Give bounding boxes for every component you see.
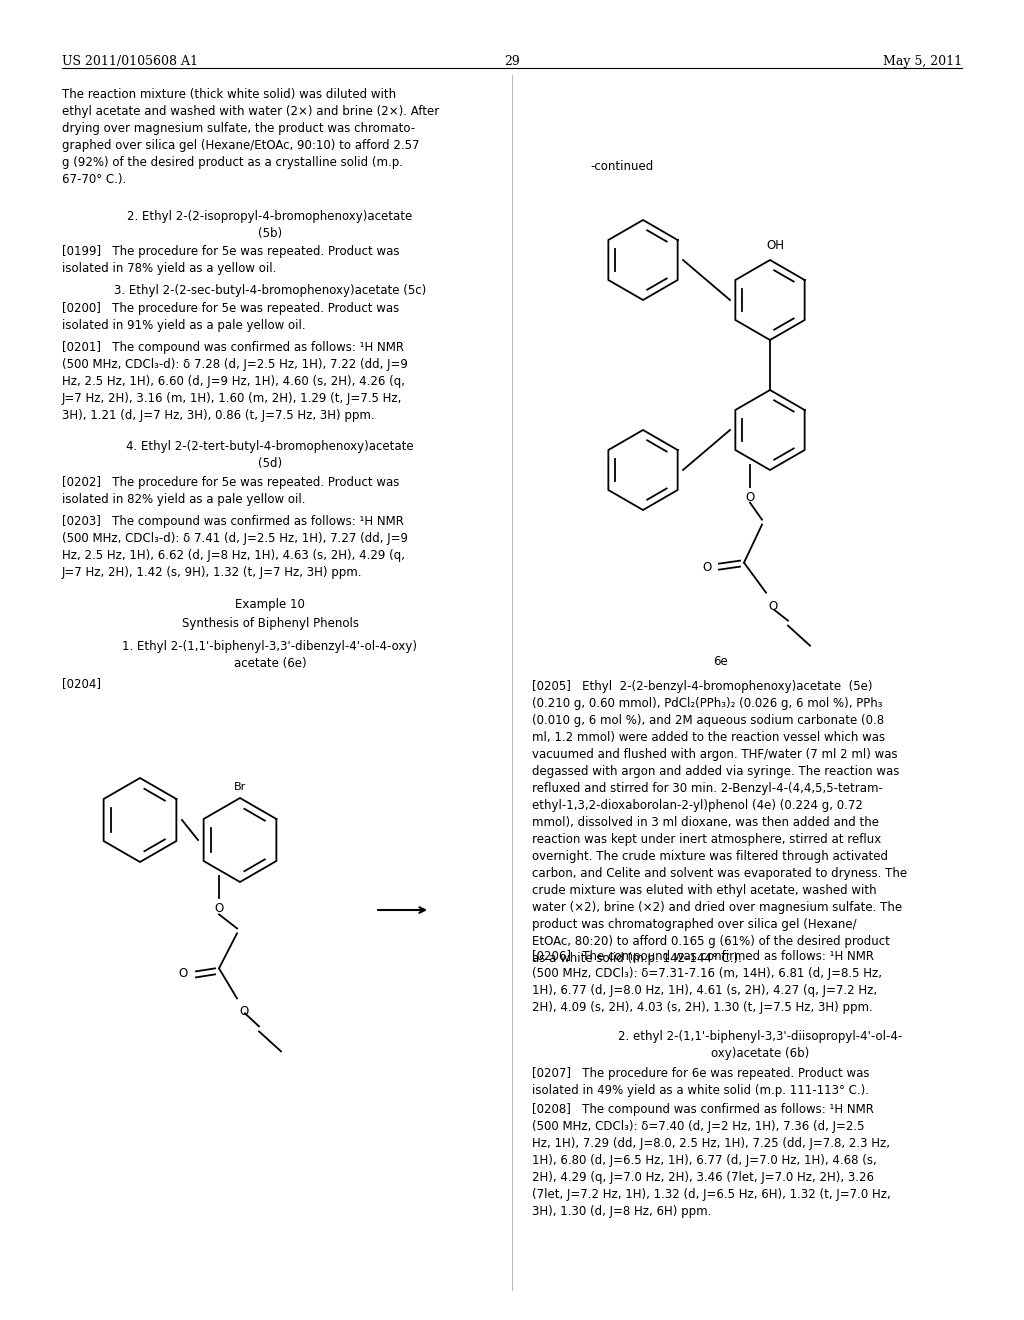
Text: [0204]: [0204]: [62, 677, 101, 690]
Text: Synthesis of Biphenyl Phenols: Synthesis of Biphenyl Phenols: [181, 616, 358, 630]
Text: 3. Ethyl 2-(2-sec-butyl-4-bromophenoxy)acetate (5c): 3. Ethyl 2-(2-sec-butyl-4-bromophenoxy)a…: [114, 284, 426, 297]
Text: [0201]   The compound was confirmed as follows: ¹H NMR
(500 MHz, CDCl₃-d): δ 7.2: [0201] The compound was confirmed as fol…: [62, 341, 408, 422]
Text: [0206]   The compound was confirmed as follows: ¹H NMR
(500 MHz, CDCl₃): δ=7.31-: [0206] The compound was confirmed as fol…: [532, 950, 882, 1014]
Text: 2. ethyl 2-(1,1'-biphenyl-3,3'-diisopropyl-4'-ol-4-
oxy)acetate (6b): 2. ethyl 2-(1,1'-biphenyl-3,3'-diisoprop…: [617, 1030, 902, 1060]
Text: [0207]   The procedure for 6e was repeated. Product was
isolated in 49% yield as: [0207] The procedure for 6e was repeated…: [532, 1067, 869, 1097]
Text: [0205]   Ethyl  2-(2-benzyl-4-bromophenoxy)acetate  (5e)
(0.210 g, 0.60 mmol), P: [0205] Ethyl 2-(2-benzyl-4-bromophenoxy)…: [532, 680, 907, 965]
Text: Example 10: Example 10: [236, 598, 305, 611]
Text: -continued: -continued: [590, 160, 653, 173]
Text: The reaction mixture (thick white solid) was diluted with
ethyl acetate and wash: The reaction mixture (thick white solid)…: [62, 88, 439, 186]
Text: O: O: [239, 1006, 248, 1018]
Text: [0202]   The procedure for 5e was repeated. Product was
isolated in 82% yield as: [0202] The procedure for 5e was repeated…: [62, 477, 399, 506]
Text: O: O: [179, 966, 188, 979]
Text: O: O: [768, 599, 777, 612]
Text: [0200]   The procedure for 5e was repeated. Product was
isolated in 91% yield as: [0200] The procedure for 5e was repeated…: [62, 302, 399, 333]
Text: O: O: [745, 491, 755, 504]
Text: [0208]   The compound was confirmed as follows: ¹H NMR
(500 MHz, CDCl₃): δ=7.40 : [0208] The compound was confirmed as fol…: [532, 1104, 891, 1218]
Text: [0199]   The procedure for 5e was repeated. Product was
isolated in 78% yield as: [0199] The procedure for 5e was repeated…: [62, 246, 399, 275]
Text: 29: 29: [504, 55, 520, 69]
Text: 1. Ethyl 2-(1,1'-biphenyl-3,3'-dibenzyl-4'-ol-4-oxy)
acetate (6e): 1. Ethyl 2-(1,1'-biphenyl-3,3'-dibenzyl-…: [123, 640, 418, 671]
Text: Br: Br: [233, 781, 246, 792]
Text: May 5, 2011: May 5, 2011: [883, 55, 962, 69]
Text: 2. Ethyl 2-(2-isopropyl-4-bromophenoxy)acetate
(5b): 2. Ethyl 2-(2-isopropyl-4-bromophenoxy)a…: [127, 210, 413, 240]
Text: [0203]   The compound was confirmed as follows: ¹H NMR
(500 MHz, CDCl₃-d): δ 7.4: [0203] The compound was confirmed as fol…: [62, 515, 408, 579]
Text: O: O: [702, 561, 712, 574]
Text: OH: OH: [766, 239, 784, 252]
Text: O: O: [214, 903, 223, 915]
Text: US 2011/0105608 A1: US 2011/0105608 A1: [62, 55, 198, 69]
Text: 6e: 6e: [713, 655, 727, 668]
Text: 4. Ethyl 2-(2-tert-butyl-4-bromophenoxy)acetate
(5d): 4. Ethyl 2-(2-tert-butyl-4-bromophenoxy)…: [126, 440, 414, 470]
